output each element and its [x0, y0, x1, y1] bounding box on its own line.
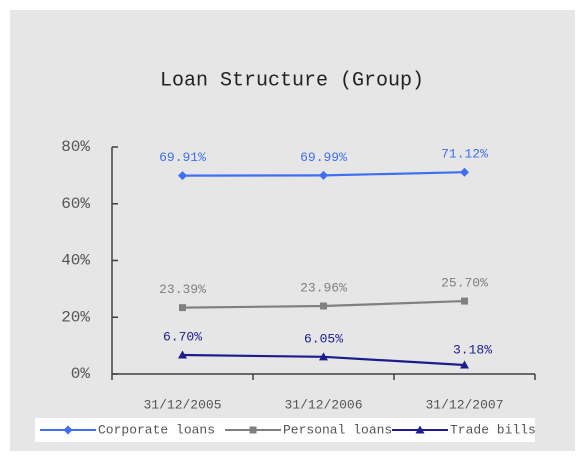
data-point: [178, 350, 187, 359]
data-point: [320, 302, 327, 310]
legend-label: Personal loans: [283, 422, 392, 437]
x-tick-label: 31/12/2006: [284, 397, 362, 412]
data-label: 71.12%: [441, 147, 488, 162]
chart-background: [10, 10, 575, 451]
x-tick-label: 31/12/2005: [143, 397, 221, 412]
data-label: 23.96%: [300, 280, 347, 295]
legend-marker: [415, 425, 425, 434]
legend-marker: [249, 426, 257, 434]
chart-title: Loan Structure (Group): [160, 69, 424, 92]
y-tick-label: 0%: [71, 365, 91, 383]
legend-label: Trade bills: [450, 422, 536, 437]
data-label: 25.70%: [441, 276, 488, 291]
legend-marker: [63, 425, 73, 435]
y-tick-label: 40%: [61, 252, 90, 270]
y-tick-label: 80%: [61, 138, 90, 156]
data-label: 6.05%: [304, 331, 343, 346]
data-point: [460, 360, 469, 369]
legend-label: Corporate loans: [98, 422, 215, 437]
data-label: 6.70%: [163, 329, 202, 344]
data-label: 69.91%: [159, 150, 206, 165]
x-tick-label: 31/12/2007: [425, 397, 503, 412]
data-point: [461, 297, 468, 305]
y-tick-label: 60%: [61, 195, 90, 213]
data-point: [319, 170, 328, 180]
data-point: [179, 304, 186, 312]
data-label: 69.99%: [300, 150, 347, 165]
data-point: [460, 167, 469, 177]
legend-background: [35, 418, 535, 442]
data-point: [319, 352, 328, 361]
data-label: 3.18%: [453, 342, 492, 357]
y-tick-label: 20%: [61, 308, 90, 326]
data-point: [178, 171, 187, 181]
data-label: 23.39%: [159, 282, 206, 297]
